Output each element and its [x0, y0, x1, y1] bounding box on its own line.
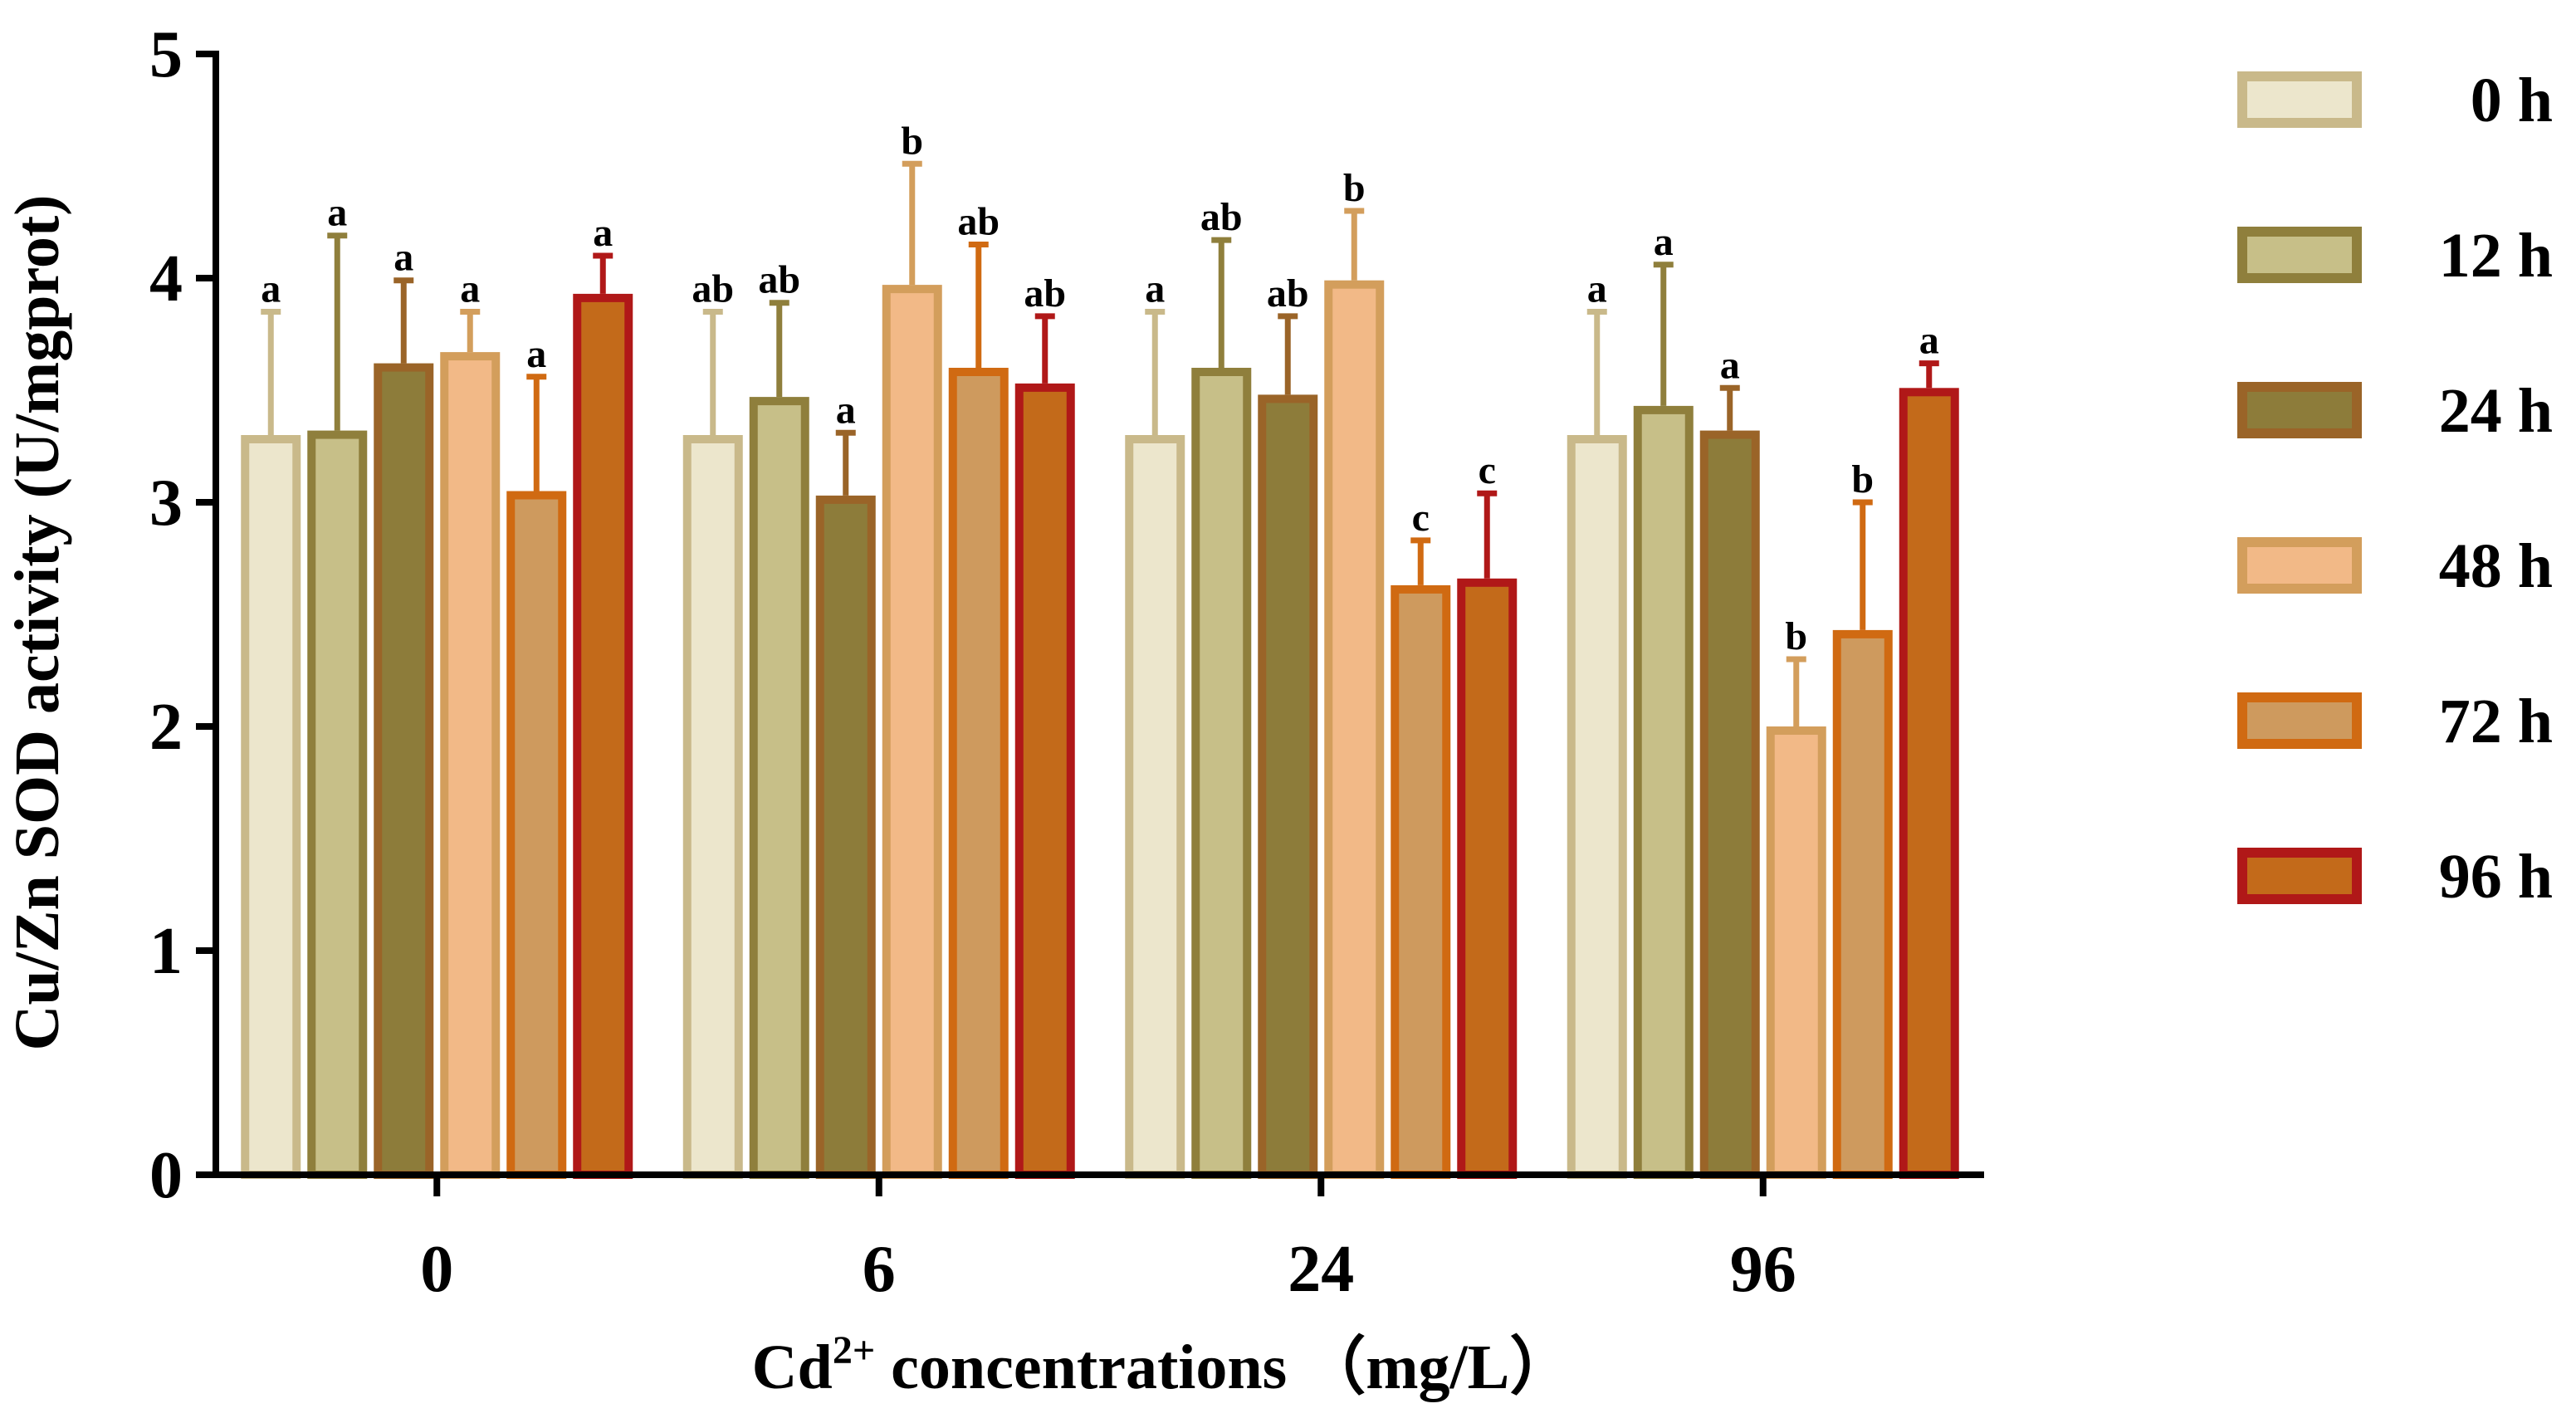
legend: 0 h 12 h 24 h 48 h 72 h 96 h: [2237, 66, 2553, 912]
bar: [1191, 368, 1252, 1179]
bar: [1391, 584, 1451, 1179]
bar: [1766, 726, 1826, 1179]
x-tick-label: 0: [420, 1233, 453, 1306]
legend-swatch: [2237, 692, 2362, 749]
x-axis-title-suffix: concentrations （mg/L）: [875, 1333, 1572, 1402]
legend-swatch: [2237, 537, 2362, 594]
bar: [307, 430, 368, 1179]
significance-label: ab: [1267, 271, 1309, 315]
error-bars-layer: [261, 160, 1939, 726]
x-axis-title-prefix: Cd: [752, 1333, 833, 1402]
bar: [1832, 629, 1893, 1179]
x-ticks-layer: 0 6 24 96: [420, 1175, 1796, 1306]
y-ticks-layer: 0 1 2 3 4 5: [149, 18, 216, 1212]
significance-label: a: [460, 267, 480, 311]
significance-label: a: [836, 388, 856, 432]
y-tick-label: 0: [149, 1139, 183, 1212]
significance-label: ab: [1024, 271, 1066, 315]
legend-label: 24 h: [2439, 376, 2553, 446]
significance-label: ab: [758, 258, 800, 302]
significance-label: c: [1479, 448, 1496, 492]
bar: [1125, 435, 1185, 1179]
x-tick-label: 96: [1730, 1233, 1796, 1306]
significance-label: a: [1145, 267, 1165, 311]
x-tick-label: 24: [1288, 1233, 1354, 1306]
x-axis-title: Cd2+ concentrations （mg/L）: [752, 1328, 1573, 1402]
significance-label: ab: [692, 267, 734, 311]
bar: [1324, 280, 1385, 1180]
legend-label: 12 h: [2439, 221, 2553, 291]
bar: [573, 293, 633, 1179]
legend-label: 0 h: [2471, 66, 2553, 135]
x-tick-label: 6: [863, 1233, 896, 1306]
significance-label: b: [1851, 457, 1874, 501]
significance-label: a: [393, 236, 413, 280]
legend-label: 72 h: [2439, 687, 2553, 756]
bar: [815, 495, 876, 1179]
significance-label: ab: [957, 200, 1000, 244]
significance-label: a: [526, 332, 546, 376]
bar: [749, 397, 809, 1180]
y-tick-label: 4: [149, 242, 183, 315]
legend-swatch: [2237, 227, 2362, 283]
significance-label: b: [1343, 166, 1366, 210]
significance-label: a: [1654, 220, 1674, 264]
axes-layer: [213, 51, 1984, 1178]
significance-label: a: [1587, 267, 1607, 311]
bar: [374, 363, 434, 1180]
legend-label: 96 h: [2439, 842, 2553, 912]
significance-label: a: [1720, 343, 1740, 387]
bar: [1699, 430, 1760, 1179]
significance-label: ab: [1200, 195, 1243, 239]
y-tick-label: 3: [149, 467, 183, 540]
y-tick-label: 2: [149, 691, 183, 764]
y-axis-title: Cu/Zn SOD activity (U/mgprot): [2, 195, 72, 1051]
bar: [1258, 394, 1318, 1179]
bar: [440, 352, 501, 1180]
legend-swatch: [2237, 382, 2362, 438]
y-tick-label: 5: [149, 18, 183, 91]
bars-layer: [241, 280, 1959, 1180]
bar: [1899, 388, 1959, 1179]
bar: [1633, 405, 1694, 1179]
significance-label: c: [1412, 496, 1430, 540]
significance-label: a: [261, 267, 281, 311]
bar: [1457, 578, 1518, 1179]
legend-label: 48 h: [2439, 531, 2553, 601]
legend-swatch: [2237, 848, 2362, 904]
bar: [1014, 383, 1075, 1179]
legend-swatch: [2237, 71, 2362, 128]
significance-label: a: [593, 211, 613, 255]
bar: [506, 491, 567, 1179]
bar: [882, 285, 942, 1180]
bar: [948, 368, 1009, 1179]
significance-label: b: [1785, 614, 1807, 658]
significance-label: a: [1919, 319, 1939, 363]
significance-label: b: [901, 119, 923, 163]
x-axis-title-superscript: 2+: [833, 1328, 875, 1372]
bar: [682, 435, 743, 1179]
significance-label: a: [327, 191, 347, 235]
y-tick-label: 1: [149, 915, 183, 988]
bar: [241, 435, 301, 1179]
bar: [1567, 435, 1627, 1179]
